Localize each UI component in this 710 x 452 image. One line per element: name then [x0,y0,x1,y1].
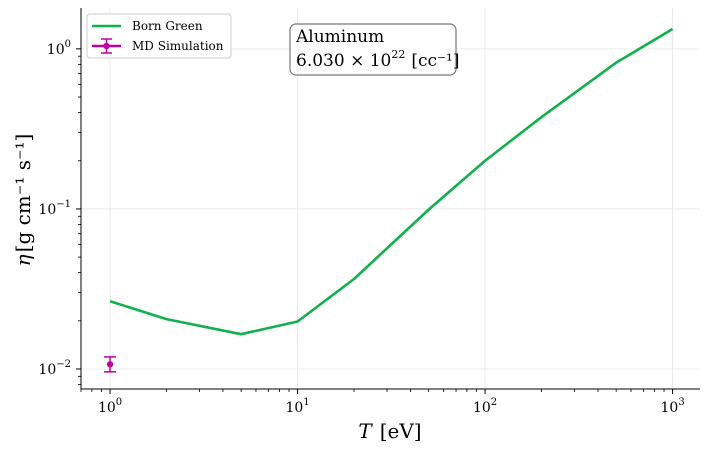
y-axis-label: η[g cm⁻¹ s⁻¹] [11,134,35,267]
x-tick-label: 103 [660,397,684,416]
annotation-line2: 6.030 × 1022 [cc⁻¹] [296,48,459,71]
legend-label-md-simulation: MD Simulation [132,39,224,53]
point-md-simulation [106,361,114,368]
x-tick-label: 102 [473,397,497,416]
annotation-line1: Aluminum [295,27,384,47]
legend-frame [86,13,232,59]
y-tick-label: 10−2 [38,359,71,378]
legend-swatch-md-marker [103,42,110,50]
x-tick-label: 101 [285,397,309,416]
annotation-frame [289,23,457,76]
series-line-born-green [109,27,674,336]
x-tick-label: 100 [98,397,122,416]
y-tick-label: 100 [47,39,71,58]
ticks: 100 101 102 103 10−2 10−1 100 [38,39,684,416]
y-tick-label: 10−1 [38,199,71,218]
annotation-box: Aluminum 6.030 × 1022 [cc⁻¹] [289,23,459,76]
legend-label-born-green: Born Green [132,19,203,33]
axes [80,8,700,390]
legend: Born Green MD Simulation [86,13,232,59]
x-axis-label: T [eV] [358,419,421,443]
series-layer [104,27,674,373]
